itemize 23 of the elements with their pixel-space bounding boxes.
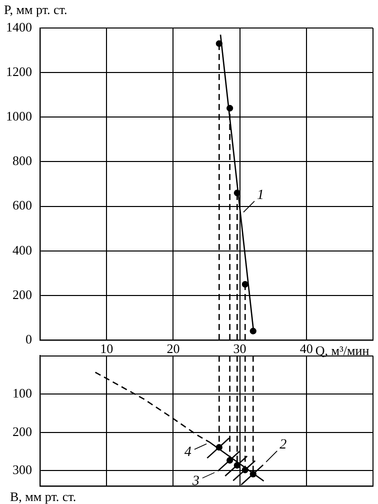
- x-tick-label: 10: [100, 341, 114, 356]
- y-tick-label: 300: [12, 462, 32, 478]
- y-tick-label: 100: [12, 386, 32, 401]
- y-tick-label: 200: [12, 286, 32, 302]
- y-tick-label: 800: [12, 153, 32, 168]
- annotation: 2: [280, 438, 287, 453]
- y-tick-label: 0: [26, 331, 32, 346]
- y-axis-title: P, мм рт. ст.: [4, 2, 68, 17]
- point: [242, 280, 248, 288]
- annotation: 1: [256, 188, 264, 203]
- x-tick-label: 40: [300, 341, 313, 356]
- y-tick-label: 400: [12, 242, 32, 258]
- y-tick-label: 200: [12, 424, 32, 439]
- annotation: 3: [191, 474, 200, 489]
- y-axis-title: B, мм рт. ст.: [10, 489, 76, 504]
- x-tick-label: 30: [233, 341, 246, 356]
- y-tick-label: 1000: [6, 108, 32, 124]
- y-tick-label: 1400: [6, 19, 32, 34]
- x-tick-label: 20: [166, 341, 180, 356]
- point: [226, 457, 234, 464]
- y-tick-label: 1200: [6, 64, 32, 79]
- y-tick-label: 600: [12, 198, 32, 213]
- annotation: 4: [184, 445, 192, 460]
